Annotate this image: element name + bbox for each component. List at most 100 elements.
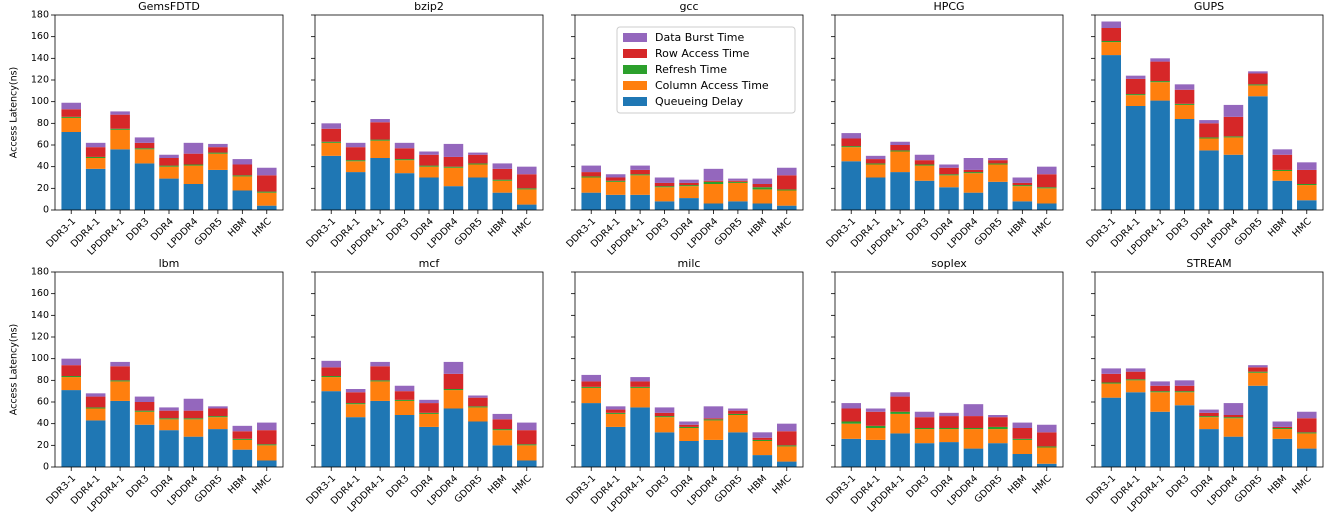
bar-segment	[841, 408, 861, 422]
bar-segment	[963, 428, 984, 430]
bar-segment	[110, 114, 130, 129]
bar-segment	[1101, 382, 1121, 384]
bar-segment	[232, 431, 253, 439]
bar-segment	[468, 163, 488, 165]
bar-segment	[752, 441, 773, 456]
bar-segment	[443, 390, 464, 409]
bar-segment	[159, 165, 179, 167]
bar-segment	[1101, 28, 1121, 41]
bar-segment	[939, 187, 959, 210]
bar-segment	[110, 366, 130, 381]
bar-segment	[1037, 424, 1057, 433]
bar-segment	[728, 178, 748, 181]
bar-segment	[914, 443, 935, 467]
legend-label: Data Burst Time	[655, 31, 744, 44]
y-tick-label: 180	[31, 267, 49, 278]
bar-segment	[1248, 85, 1268, 97]
bar-segment	[630, 381, 650, 387]
bar-segment	[605, 409, 626, 413]
bar-segment	[85, 158, 106, 169]
y-axis-label: Access Latency(ns)	[9, 67, 20, 158]
bar-segment	[1125, 371, 1146, 380]
legend-label: Refresh Time	[655, 63, 727, 76]
bar-segment	[394, 159, 415, 161]
bar-segment	[345, 389, 366, 393]
x-tick-label: DDR3	[124, 216, 151, 243]
bar-segment	[1174, 380, 1195, 386]
bar-segment	[232, 164, 253, 176]
bar-segment	[257, 444, 277, 446]
bar-segment	[1174, 392, 1195, 406]
bar-segment	[914, 411, 935, 418]
bar-segment	[703, 418, 724, 420]
bar-segment	[468, 397, 488, 407]
bar-segment	[134, 424, 155, 467]
bar-segment	[1297, 184, 1317, 186]
bar-segment	[703, 180, 724, 182]
bar-segment	[1012, 185, 1033, 187]
legend-swatch	[623, 33, 647, 42]
bar-segment	[345, 403, 366, 405]
y-tick-label: 60	[37, 140, 49, 151]
bar-segment	[110, 400, 130, 467]
bar-segment	[419, 399, 439, 404]
bar-segment	[679, 182, 699, 186]
bar-segment	[257, 205, 277, 210]
y-tick-label: 140	[31, 53, 49, 64]
bar-segment	[841, 138, 861, 147]
bar-segment	[841, 161, 861, 210]
bar-segment	[232, 449, 253, 467]
bar-segment	[939, 416, 959, 428]
bar-segment	[752, 437, 773, 440]
x-tick-label: DDR3	[1164, 216, 1191, 243]
bar-segment	[679, 198, 699, 210]
bar-segment	[1248, 96, 1268, 210]
bar-segment	[630, 407, 650, 467]
bar-segment	[1199, 429, 1219, 467]
axes-frame	[574, 271, 804, 468]
bar-segment	[419, 154, 439, 166]
bar-segment	[841, 133, 861, 139]
bar-segment	[1297, 169, 1317, 184]
bar-segment	[517, 204, 537, 210]
bar-segment	[419, 166, 439, 178]
bar-segment	[1199, 150, 1219, 210]
bar-segment	[752, 432, 773, 438]
bar-segment	[1150, 58, 1170, 62]
bar-segment	[939, 428, 959, 430]
x-tick-label: HMC	[250, 216, 274, 240]
bar-segment	[1174, 89, 1195, 104]
bar-segment	[492, 413, 513, 420]
bar-segment	[321, 377, 341, 392]
bar-segment	[1223, 116, 1244, 137]
bar-segment	[841, 146, 861, 148]
bar-segment	[865, 155, 886, 160]
bar-segment	[890, 392, 910, 397]
bar-segment	[939, 167, 959, 175]
bar-segment	[370, 380, 390, 382]
bar-segment	[679, 441, 699, 467]
bar-segment	[1223, 136, 1244, 138]
bar-segment	[1272, 171, 1293, 181]
bar-segment	[1223, 417, 1244, 419]
bar-segment	[1223, 418, 1244, 437]
bar-segment	[370, 119, 390, 123]
bar-segment	[257, 192, 277, 206]
bar-segment	[257, 430, 277, 445]
bar-segment	[1174, 405, 1195, 467]
bar-segment	[419, 412, 439, 414]
bar-segment	[679, 185, 699, 187]
bar-segment	[988, 417, 1008, 427]
bar-segment	[988, 163, 1008, 165]
bar-segment	[85, 168, 106, 210]
bar-segment	[728, 181, 748, 183]
bar-segment	[321, 391, 341, 467]
bar-segment	[939, 442, 959, 467]
bar-segment	[605, 194, 626, 210]
bar-segment	[517, 188, 537, 190]
x-tick-label: HBM	[1266, 473, 1289, 496]
bar-segment	[443, 167, 464, 187]
bar-segment	[134, 402, 155, 411]
bar-segment	[1150, 385, 1170, 392]
x-tick-label: DDR3	[124, 473, 151, 500]
